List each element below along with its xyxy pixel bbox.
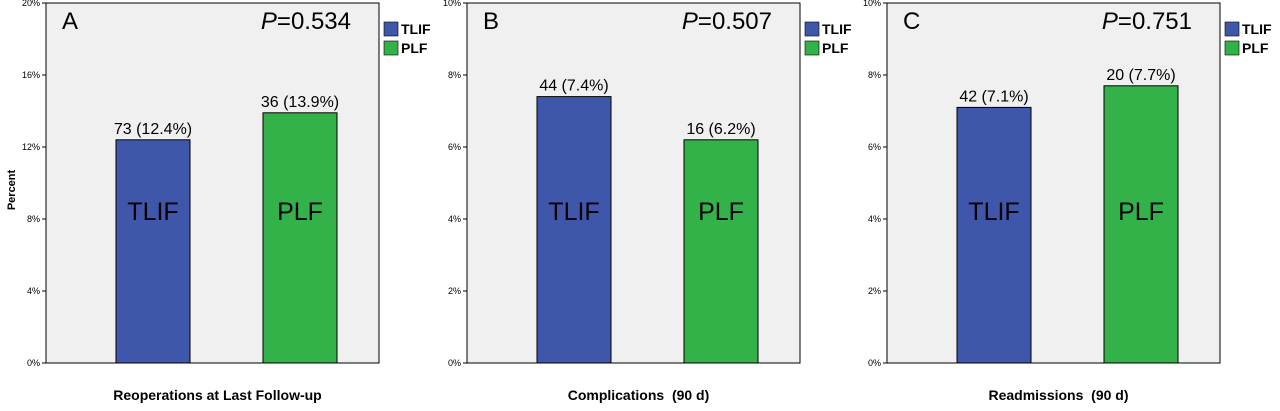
p-value-number: =0.507 <box>698 8 772 35</box>
bar-text: PLF <box>698 198 744 226</box>
y-tick-label: 2% <box>448 286 461 296</box>
bar-text: TLIF <box>127 198 178 226</box>
bar-text: TLIF <box>548 198 599 226</box>
x-axis-title: Reoperations at Last Follow-up <box>113 387 321 403</box>
y-tick-label: 2% <box>868 286 881 296</box>
chart-panel-b: 0% 2% 4% 6% 8% 10% 44 (7.4%) TLIF 16 (6.2%) PLF B P… <box>443 0 852 403</box>
y-tick-label: 20% <box>22 0 40 8</box>
p-value: P=0.751 <box>1102 8 1192 35</box>
legend-swatch <box>804 40 820 56</box>
y-tick-label: 4% <box>27 286 40 296</box>
data-label: 42 (7.1%) <box>959 88 1028 105</box>
y-tick-label: 4% <box>448 214 461 224</box>
data-label: 16 (6.2%) <box>686 121 755 138</box>
bar-tlif <box>956 106 1032 364</box>
data-label: 20 (7.7%) <box>1106 67 1175 84</box>
x-axis-title: Complications (90 d) <box>568 387 710 403</box>
y-tick-label: 0% <box>868 358 881 368</box>
chart-panels: 0% 4% 8% 12% 16% 20% 73 (12.4%) TLIF 36 (13.9%) P… <box>22 0 1272 403</box>
bar-plf <box>683 139 759 364</box>
y-tick-label: 8% <box>868 70 881 80</box>
chart-panel-a: 0% 4% 8% 12% 16% 20% 73 (12.4%) TLIF 36 (13.9%) P… <box>22 0 431 403</box>
y-tick-label: 10% <box>443 0 461 8</box>
p-value: P=0.534 <box>261 8 351 35</box>
data-label: 44 (7.4%) <box>539 78 608 95</box>
legend-swatch <box>804 21 820 37</box>
panel-letter: C <box>903 8 920 35</box>
p-symbol: P <box>682 8 698 35</box>
legend-label: PLF <box>822 40 849 56</box>
legend-swatch <box>383 21 399 37</box>
legend-label: PLF <box>1242 40 1269 56</box>
y-tick-label: 6% <box>868 142 881 152</box>
legend-swatch <box>1224 40 1240 56</box>
p-symbol: P <box>1102 8 1118 35</box>
legend-label: TLIF <box>822 21 852 37</box>
y-axis-title: Percent <box>6 169 18 210</box>
p-value-number: =0.751 <box>1118 8 1192 35</box>
chart-panel-c: 0% 2% 4% 6% 8% 10% 42 (7.1%) TLIF 20 (7.7%) PLF C P… <box>863 0 1272 403</box>
legend-label: TLIF <box>1242 21 1272 37</box>
legend-label: TLIF <box>401 21 431 37</box>
y-tick-label: 0% <box>448 358 461 368</box>
panel-letter: A <box>62 8 78 35</box>
legend-swatch <box>1224 21 1240 37</box>
p-value: P=0.507 <box>682 8 772 35</box>
y-tick-label: 6% <box>448 142 461 152</box>
data-label: 36 (13.9%) <box>261 94 339 111</box>
legend-label: PLF <box>401 40 428 56</box>
bar-tlif <box>115 139 191 364</box>
bar-text: PLF <box>1118 198 1164 226</box>
bar-tlif <box>536 96 612 364</box>
bar-text: PLF <box>277 198 323 226</box>
y-tick-label: 10% <box>863 0 881 8</box>
bar-plf <box>262 112 338 364</box>
y-tick-label: 0% <box>27 358 40 368</box>
p-symbol: P <box>261 8 277 35</box>
y-tick-label: 8% <box>27 214 40 224</box>
data-label: 73 (12.4%) <box>114 121 192 138</box>
y-tick-label: 12% <box>22 142 40 152</box>
legend-swatch <box>383 40 399 56</box>
x-axis-title: Readmissions (90 d) <box>988 387 1128 403</box>
bar-plf <box>1103 85 1179 364</box>
p-value-number: =0.534 <box>277 8 351 35</box>
y-tick-label: 8% <box>448 70 461 80</box>
y-tick-label: 16% <box>22 70 40 80</box>
panel-letter: B <box>483 8 499 35</box>
y-tick-label: 4% <box>868 214 881 224</box>
bar-text: TLIF <box>968 198 1019 226</box>
